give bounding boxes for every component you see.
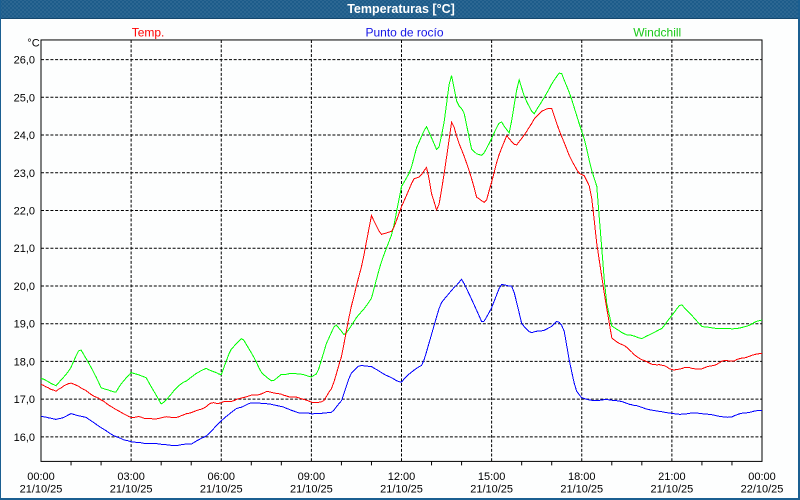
- svg-text:21/10/25: 21/10/25: [470, 483, 513, 495]
- svg-text:18:00: 18:00: [568, 471, 596, 483]
- svg-text:22,0: 22,0: [14, 206, 35, 218]
- svg-text:21,0: 21,0: [14, 243, 35, 255]
- svg-text:09:00: 09:00: [298, 471, 326, 483]
- svg-text:00:00: 00:00: [748, 471, 776, 483]
- svg-text:Windchill: Windchill: [633, 25, 681, 39]
- svg-text:06:00: 06:00: [207, 471, 235, 483]
- svg-text:22/10/25: 22/10/25: [741, 483, 784, 495]
- svg-text:24,0: 24,0: [14, 130, 35, 142]
- svg-text:25,0: 25,0: [14, 92, 35, 104]
- svg-text:Temp.: Temp.: [132, 25, 165, 39]
- svg-text:21/10/25: 21/10/25: [200, 483, 243, 495]
- svg-text:21/10/25: 21/10/25: [650, 483, 693, 495]
- svg-text:23,0: 23,0: [14, 168, 35, 180]
- svg-text:16,0: 16,0: [14, 432, 35, 444]
- svg-text:21/10/25: 21/10/25: [20, 483, 63, 495]
- svg-text:21/10/25: 21/10/25: [380, 483, 423, 495]
- svg-text:18,0: 18,0: [14, 356, 35, 368]
- svg-text:°C: °C: [27, 37, 39, 49]
- svg-text:00:00: 00:00: [27, 471, 55, 483]
- svg-text:03:00: 03:00: [117, 471, 145, 483]
- svg-text:17,0: 17,0: [14, 394, 35, 406]
- svg-text:26,0: 26,0: [14, 55, 35, 67]
- svg-text:20,0: 20,0: [14, 281, 35, 293]
- svg-text:19,0: 19,0: [14, 319, 35, 331]
- svg-text:Punto de rocío: Punto de rocío: [366, 25, 444, 39]
- svg-text:21:00: 21:00: [658, 471, 686, 483]
- svg-text:15:00: 15:00: [478, 471, 506, 483]
- svg-text:21/10/25: 21/10/25: [110, 483, 153, 495]
- svg-text:21/10/25: 21/10/25: [290, 483, 333, 495]
- svg-text:12:00: 12:00: [388, 471, 416, 483]
- svg-text:21/10/25: 21/10/25: [560, 483, 603, 495]
